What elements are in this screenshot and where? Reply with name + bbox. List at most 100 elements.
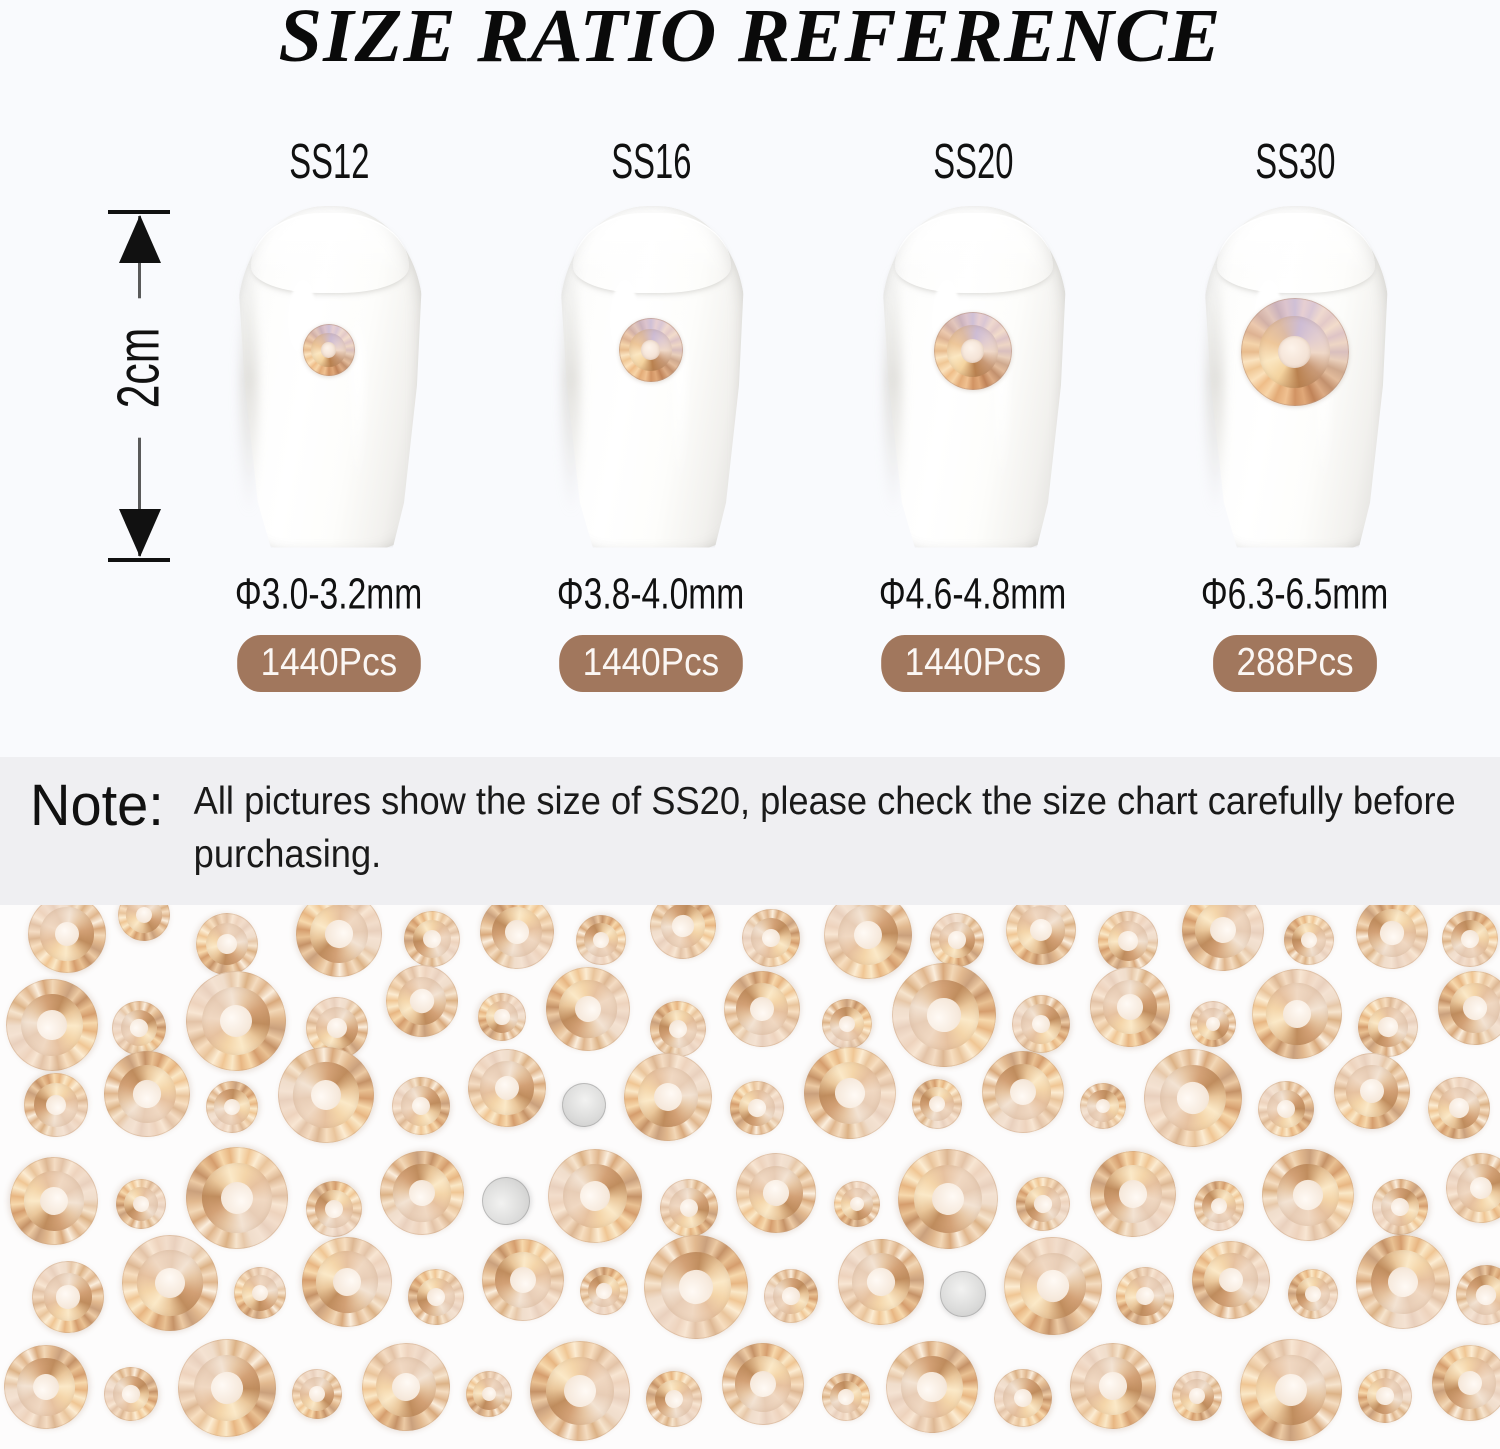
nail-tip-shadow bbox=[1205, 266, 1224, 516]
rhinestone-icon bbox=[1111, 1262, 1179, 1330]
size-label: SS30 bbox=[1254, 133, 1336, 189]
size-label: SS20 bbox=[932, 133, 1014, 189]
rhinestone-icon bbox=[0, 1341, 92, 1433]
rhinestone-icon bbox=[1353, 1364, 1417, 1428]
page-title: SIZE RATIO REFERENCE bbox=[278, 0, 1222, 78]
size-column-ss20: SS20 Φ4.6-4.8mm 1440Pcs bbox=[812, 135, 1134, 692]
rhinestone-icon bbox=[302, 324, 355, 376]
rhinestone-icon bbox=[1249, 1072, 1323, 1146]
rhinestone-icon bbox=[1083, 1144, 1183, 1244]
nail-tip-sample bbox=[544, 206, 759, 551]
rhinestone-icon bbox=[982, 1357, 1064, 1439]
rhinestone-icon bbox=[884, 955, 1004, 1075]
rhinestone-back-icon bbox=[937, 1268, 989, 1320]
rhinestone-back-icon bbox=[553, 1074, 615, 1136]
note-row: Note: All pictures show the size of SS20… bbox=[30, 773, 1475, 881]
rhinestone-icon bbox=[29, 1258, 107, 1336]
rhinestone-icon bbox=[173, 958, 299, 1084]
nail-tip-sample bbox=[222, 206, 437, 551]
rhinestone-icon bbox=[925, 908, 989, 972]
rhinestone-icon bbox=[1237, 954, 1357, 1074]
rhinestone-icon bbox=[1326, 1045, 1418, 1137]
rhinestone-icon bbox=[882, 1337, 982, 1437]
nail-tip-sample bbox=[866, 206, 1081, 551]
diameter-label: Φ3.8-4.0mm bbox=[557, 569, 745, 619]
diameter-label: Φ4.6-4.8mm bbox=[879, 569, 1067, 619]
rhinestone-icon bbox=[1276, 907, 1342, 973]
rhinestone-icon bbox=[283, 905, 395, 990]
rhinestone-icon bbox=[106, 1169, 176, 1239]
arrow-up-icon bbox=[119, 215, 161, 263]
rhinestone-icon bbox=[107, 905, 181, 952]
rhinestone-icon bbox=[1185, 1172, 1253, 1240]
note-banner: Note: All pictures show the size of SS20… bbox=[0, 757, 1500, 905]
nail-tip-highlight-secondary bbox=[349, 301, 365, 486]
rhinestone-icon bbox=[1347, 905, 1437, 978]
rhinestone-icon bbox=[1279, 1260, 1347, 1328]
rhinestone-icon bbox=[1415, 1064, 1500, 1152]
nail-tip-rim bbox=[1216, 213, 1375, 293]
rhinestone-icon bbox=[1077, 1080, 1129, 1132]
rhinestone-icon bbox=[565, 905, 637, 976]
rhinestone-icon bbox=[5, 978, 99, 1072]
rhinestone-icon bbox=[632, 1223, 760, 1351]
rhinestone-icon bbox=[466, 1047, 548, 1129]
rhinestone-icon bbox=[380, 1065, 462, 1147]
rhinestone-icon bbox=[7, 1154, 101, 1248]
rhinestone-icon bbox=[28, 905, 106, 973]
rhinestone-icon bbox=[991, 905, 1091, 980]
rhinestone-icon bbox=[1062, 1335, 1164, 1437]
rhinestone-icon bbox=[787, 1030, 913, 1156]
rhinestone-icon bbox=[528, 1129, 662, 1263]
rhinestone-icon bbox=[812, 1363, 880, 1431]
rhinestone-icon bbox=[1178, 1227, 1284, 1333]
rhinestone-icon bbox=[1422, 955, 1500, 1061]
rhinestone-icon bbox=[363, 1134, 481, 1252]
rhinestone-icon bbox=[199, 1074, 265, 1140]
rhinestone-icon bbox=[711, 958, 813, 1060]
rhinestone-icon bbox=[710, 1331, 816, 1437]
quantity-badge: 288Pcs bbox=[1213, 635, 1377, 692]
nail-tip-shadow bbox=[239, 266, 258, 516]
rhinestone-icon bbox=[933, 312, 1012, 390]
rhinestone-icon bbox=[1222, 1321, 1360, 1449]
size-label: SS16 bbox=[610, 133, 692, 189]
dimension-cap-top bbox=[108, 210, 170, 214]
size-column-ss16: SS16 Φ3.8-4.0mm 1440Pcs bbox=[490, 135, 812, 692]
rhinestone-icon bbox=[22, 1071, 90, 1139]
rhinestone-icon bbox=[653, 1172, 725, 1244]
quantity-badge: 1440Pcs bbox=[237, 635, 421, 692]
rhinestone-icon bbox=[1416, 1329, 1500, 1437]
rhinestone-icon bbox=[93, 1356, 169, 1432]
nail-tip-rim bbox=[894, 213, 1053, 293]
diameter-label: Φ6.3-6.5mm bbox=[1201, 569, 1389, 619]
diameter-label: Φ3.0-3.2mm bbox=[235, 569, 423, 619]
rhinestone-icon bbox=[732, 905, 810, 977]
rhinestone-icon bbox=[372, 951, 472, 1051]
rhinestone-icon bbox=[723, 1140, 829, 1246]
rhinestone-icon bbox=[466, 1371, 512, 1417]
rhinestone-icon bbox=[1181, 992, 1245, 1056]
rhinestone-icon bbox=[615, 1044, 721, 1150]
rhinestone-icon bbox=[1004, 1165, 1082, 1243]
rhinestone-icon bbox=[1126, 1031, 1260, 1165]
rhinestone-icon bbox=[298, 1173, 370, 1245]
rhinestone-icon bbox=[1163, 1362, 1231, 1430]
rhinestone-icon bbox=[481, 1238, 565, 1322]
rhinestone-icon bbox=[639, 1364, 709, 1434]
arrow-down-icon bbox=[119, 509, 161, 557]
rhinestone-icon bbox=[908, 1075, 966, 1133]
rhinestone-icon bbox=[1085, 962, 1175, 1052]
quantity-badge: 1440Pcs bbox=[559, 635, 743, 692]
nail-tip-rim bbox=[572, 213, 731, 293]
size-reference-panel: SIZE RATIO REFERENCE 2cm SS12 Φ3.0-3.2mm… bbox=[105, 0, 1389, 692]
size-label: SS12 bbox=[288, 133, 370, 189]
dimension-cap-bottom bbox=[108, 558, 170, 562]
rhinestone-icon bbox=[476, 991, 528, 1043]
rhinestone-icon bbox=[290, 1225, 404, 1339]
dimension-label: 2cm bbox=[106, 298, 172, 438]
rhinestone-icon bbox=[476, 905, 558, 973]
rhinestones-photo bbox=[0, 905, 1500, 1449]
rhinestone-icon bbox=[983, 1216, 1123, 1356]
rhinestone-icon bbox=[721, 1072, 793, 1144]
